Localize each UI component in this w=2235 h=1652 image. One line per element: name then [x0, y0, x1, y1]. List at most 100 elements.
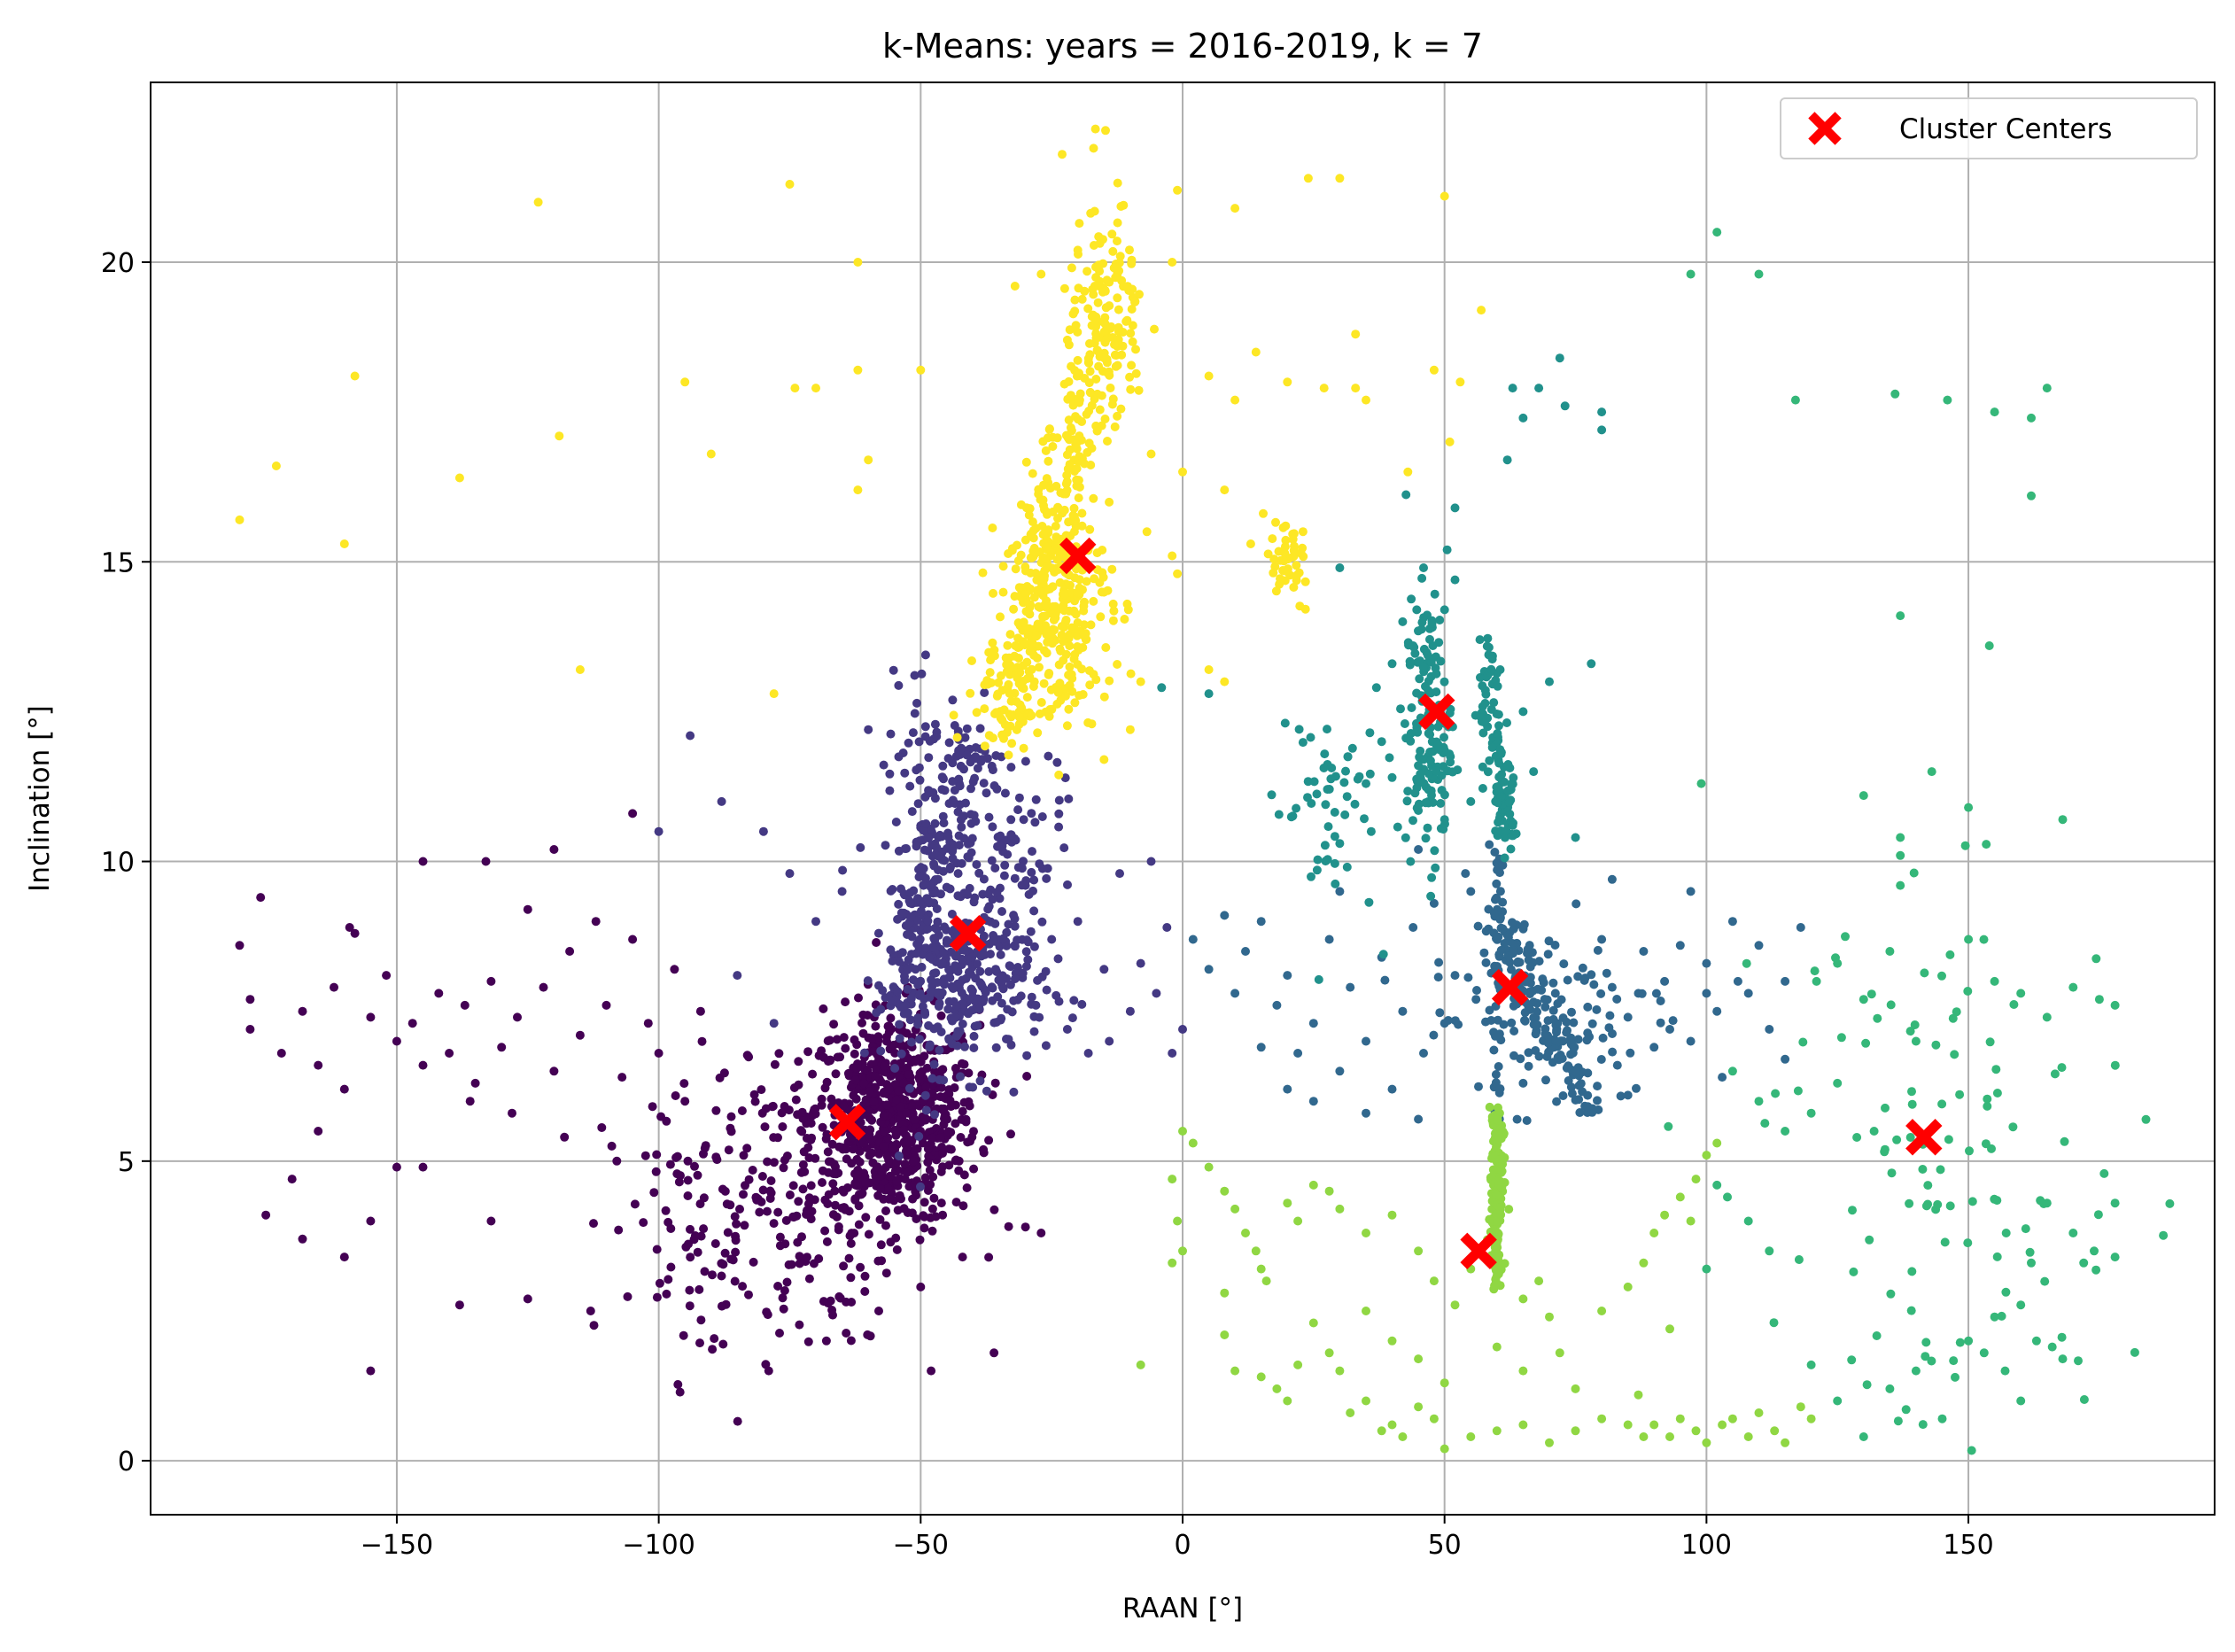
data-point [920, 1212, 929, 1222]
data-point [1566, 1050, 1576, 1059]
data-point [1019, 617, 1028, 627]
data-point [1493, 1115, 1502, 1125]
data-point [948, 758, 958, 768]
data-point [513, 1012, 522, 1022]
data-point [601, 1000, 611, 1010]
data-point [1007, 739, 1017, 748]
data-point [2068, 1229, 2078, 1237]
data-point [1593, 1082, 1603, 1091]
data-point [1545, 1312, 1554, 1322]
data-point [1727, 1066, 1737, 1076]
data-point [1481, 958, 1491, 967]
data-point [1116, 202, 1126, 211]
data-point [1997, 1311, 2006, 1321]
data-point [1434, 638, 1444, 648]
data-point [1099, 965, 1109, 974]
data-point [1040, 611, 1050, 621]
data-point [845, 1231, 855, 1241]
data-point [2074, 1356, 2083, 1366]
data-point [987, 856, 997, 865]
data-point [963, 852, 973, 862]
data-point [880, 1061, 889, 1071]
data-point [811, 1104, 820, 1113]
data-point [1115, 869, 1124, 879]
data-point [1612, 1060, 1622, 1070]
data-point [1075, 575, 1084, 585]
data-point [1398, 617, 1408, 626]
data-point [1472, 986, 1481, 995]
data-point [962, 1183, 972, 1192]
data-point [837, 887, 847, 896]
data-point [979, 779, 989, 788]
data-point [1559, 959, 1569, 969]
data-point [693, 1247, 702, 1257]
data-point [1727, 917, 1737, 927]
data-point [1118, 328, 1128, 337]
x-tick-label: 50 [1428, 1530, 1462, 1561]
data-point [1036, 269, 1046, 279]
data-point [1426, 891, 1436, 901]
data-point [1220, 1186, 1230, 1196]
data-point [892, 1245, 902, 1254]
data-point [1033, 975, 1043, 985]
data-point [1571, 1095, 1580, 1105]
data-point [1028, 847, 1036, 857]
data-point [1501, 833, 1509, 842]
data-point [1074, 476, 1083, 485]
data-point [1402, 796, 1412, 806]
data-point [2009, 1000, 2019, 1009]
data-point [1540, 1029, 1550, 1039]
data-point [1551, 1036, 1561, 1046]
data-point [418, 1060, 428, 1070]
data-point [1204, 665, 1214, 674]
data-point [1712, 228, 1722, 237]
data-point [1589, 980, 1599, 989]
data-point [1029, 942, 1039, 951]
data-point [1945, 950, 1955, 959]
data-point [1556, 1051, 1565, 1059]
data-point [951, 799, 960, 809]
data-point [1107, 229, 1117, 239]
data-point [1066, 392, 1075, 401]
data-point [1037, 812, 1047, 821]
data-point [1261, 1276, 1271, 1286]
data-point [1126, 384, 1136, 394]
data-point [1107, 564, 1117, 574]
data-point [652, 1245, 662, 1254]
data-point [1014, 793, 1024, 803]
data-point [1702, 958, 1711, 968]
data-point [1943, 395, 1952, 405]
data-point [1064, 376, 1074, 386]
data-point [1754, 269, 1764, 279]
data-point [392, 1036, 401, 1046]
data-point [1362, 395, 1370, 405]
data-point [894, 1086, 904, 1096]
data-point [873, 1032, 883, 1042]
data-point [1037, 917, 1047, 927]
data-point [1113, 293, 1122, 303]
data-point [298, 1006, 307, 1016]
data-point [1488, 1165, 1498, 1175]
data-point [1100, 415, 1110, 423]
data-point [967, 834, 977, 843]
data-point [1810, 966, 1820, 976]
data-point [853, 365, 863, 375]
data-point [893, 987, 903, 997]
data-point [1425, 634, 1434, 644]
data-point [1490, 848, 1500, 857]
data-point [1136, 1360, 1145, 1369]
data-point [1168, 1175, 1177, 1184]
data-point [859, 1048, 869, 1058]
data-point [874, 1149, 884, 1159]
data-point [892, 1176, 902, 1186]
data-point [1518, 1420, 1528, 1430]
data-point [1009, 996, 1019, 1005]
data-point [842, 1329, 851, 1338]
data-point [733, 1416, 742, 1426]
data-point [2016, 989, 2026, 998]
data-point [757, 1197, 766, 1206]
data-point [1403, 787, 1413, 796]
data-point [882, 1036, 891, 1046]
data-point [1013, 805, 1023, 815]
data-point [607, 1141, 617, 1151]
